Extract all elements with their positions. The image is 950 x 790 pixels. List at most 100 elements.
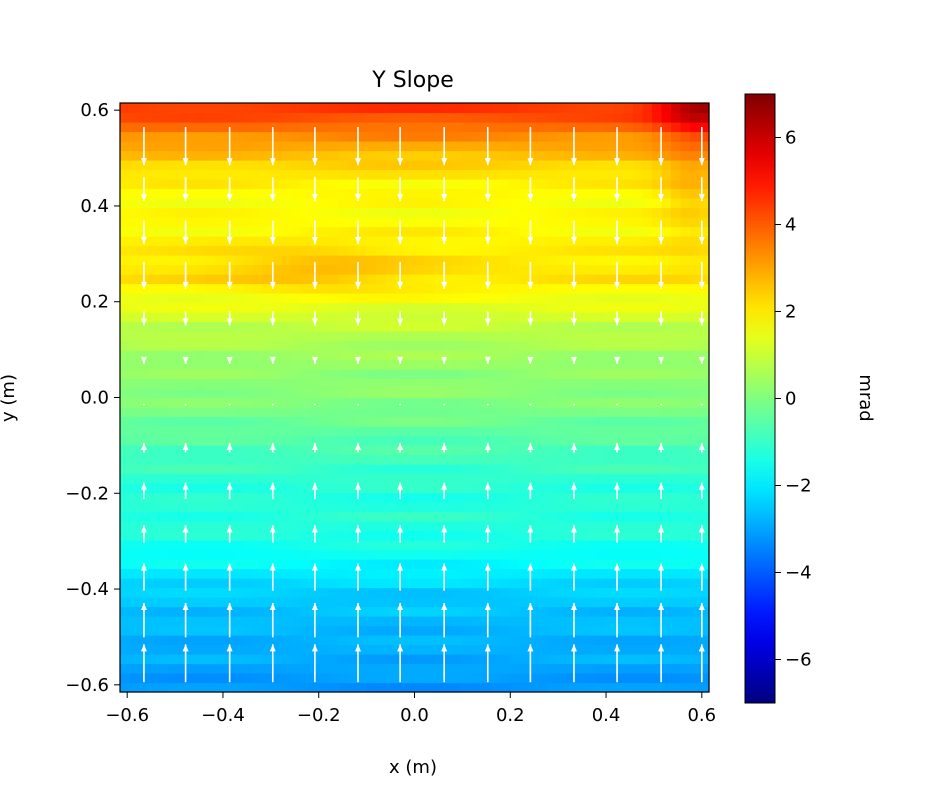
heatmap-cell [139,112,150,123]
heatmap-cell [509,198,520,209]
heatmap-cell [462,502,473,513]
heatmap-cell [272,616,283,627]
quiver-arrow [658,443,665,453]
heatmap-cell [243,682,254,693]
heatmap-cell [253,198,264,209]
heatmap-cell [595,435,606,446]
heatmap-cell [699,559,710,570]
heatmap-cell [481,435,492,446]
heatmap-cell [129,616,140,627]
heatmap-cell [661,198,672,209]
heatmap-cell [614,293,625,304]
heatmap-cell [528,464,539,475]
heatmap-cell [585,578,596,589]
heatmap-cell [405,616,416,627]
heatmap-cell [509,464,520,475]
heatmap-cell [167,179,178,190]
heatmap-cell [671,217,682,228]
heatmap-cell [367,312,378,323]
heatmap-cell [357,530,368,541]
heatmap-cell [642,616,653,627]
heatmap-cell [509,616,520,627]
heatmap-cell [671,587,682,598]
heatmap-cell [281,283,292,294]
heatmap-cell [376,502,387,513]
heatmap-cell [652,283,663,294]
heatmap-cell [481,131,492,142]
heatmap-cell [348,226,359,237]
heatmap-cell [253,293,264,304]
heatmap-cell [443,369,454,380]
heatmap-cell [186,502,197,513]
heatmap-cell [671,635,682,646]
heatmap-cell [528,549,539,560]
heatmap-cell [234,654,245,665]
heatmap-cell [509,511,520,522]
heatmap-cell [528,559,539,570]
heatmap-cell [490,397,501,408]
heatmap-cell [367,625,378,636]
heatmap-cell [547,663,558,674]
heatmap-cell [652,331,663,342]
heatmap-cell [557,673,568,684]
heatmap-cell [471,359,482,370]
heatmap-cell [253,207,264,218]
heatmap-cell [462,103,473,114]
quiver-arrow [441,525,448,543]
heatmap-cell [528,521,539,532]
heatmap-cell [319,549,330,560]
heatmap-cell [595,587,606,598]
heatmap-cell [642,131,653,142]
heatmap-cell [462,236,473,247]
heatmap-cell [281,511,292,522]
heatmap-cell [357,378,368,389]
heatmap-cell [129,340,140,351]
heatmap-cell [557,169,568,180]
heatmap-cell [424,578,435,589]
heatmap-cell [652,616,663,627]
heatmap-cell [262,302,273,313]
heatmap-cell [680,407,691,418]
heatmap-cell [690,568,701,579]
heatmap-cell [329,169,340,180]
heatmap-cell [414,483,425,494]
heatmap-cell [338,445,349,456]
heatmap-cell [196,169,207,180]
heatmap-cell [557,312,568,323]
heatmap-cell [367,445,378,456]
quiver-arrow [698,602,705,638]
heatmap-cell [158,359,169,370]
heatmap-cell [300,331,311,342]
heatmap-cell [196,435,207,446]
heatmap-cell [471,340,482,351]
heatmap-cell [680,530,691,541]
heatmap-cell [148,606,159,617]
heatmap-cell [661,321,672,332]
chart-title: Y Slope [371,68,453,93]
heatmap-cell [680,150,691,161]
heatmap-cell [129,369,140,380]
heatmap-cell [481,606,492,617]
heatmap-cell [623,416,634,427]
heatmap-cell [348,578,359,589]
heatmap-cell [120,150,131,161]
heatmap-cell [186,616,197,627]
heatmap-cell [367,264,378,275]
heatmap-cell [424,179,435,190]
heatmap-cell [547,578,558,589]
heatmap-cell [205,464,216,475]
heatmap-cell [462,264,473,275]
heatmap-cell [576,625,587,636]
heatmap-cell [405,359,416,370]
heatmap-cell [690,160,701,171]
heatmap-cell [557,331,568,342]
heatmap-cell [500,540,511,551]
heatmap-cell [357,682,368,693]
heatmap-cell [452,141,463,152]
heatmap-cell [699,131,710,142]
heatmap-cell [614,331,625,342]
heatmap-cell [167,350,178,361]
heatmap-cell [253,492,264,503]
heatmap-cell [433,492,444,503]
heatmap-cell [595,521,606,532]
